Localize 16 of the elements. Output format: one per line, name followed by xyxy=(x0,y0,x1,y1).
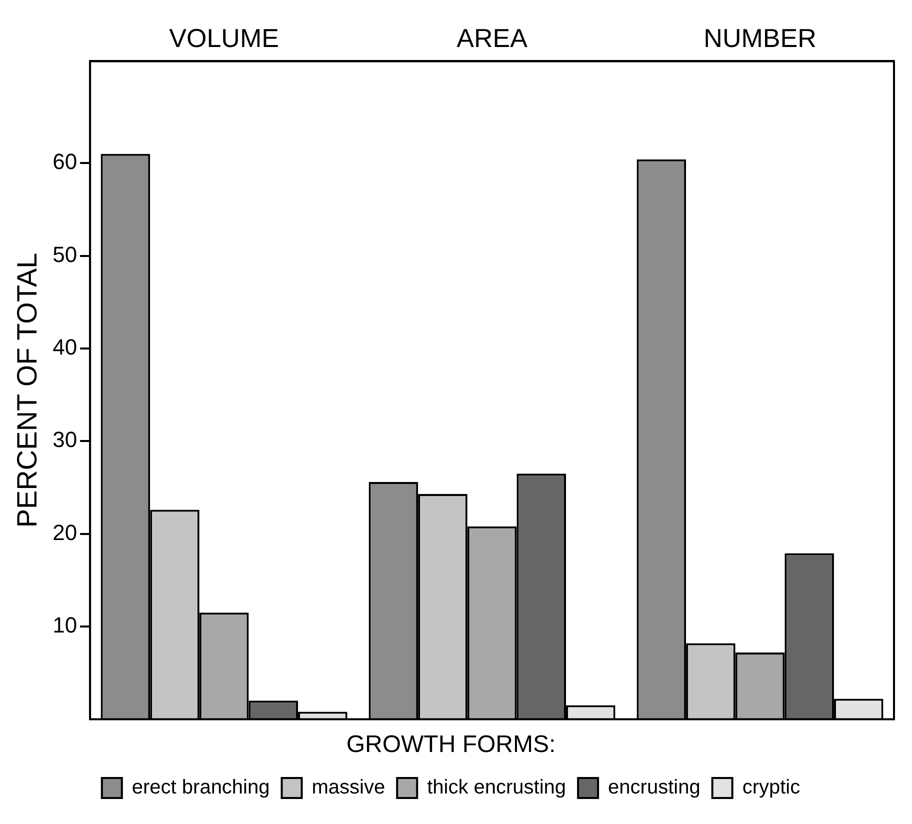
y-tick-label: 40 xyxy=(52,334,78,360)
y-axis-title: PERCENT OF TOTAL xyxy=(12,252,43,528)
y-tick-label: 20 xyxy=(52,520,78,545)
legend-label: encrusting xyxy=(608,776,700,799)
y-tick-label: 50 xyxy=(52,242,78,267)
legend-label: erect branching xyxy=(132,776,270,799)
y-tick-label: 60 xyxy=(52,149,78,174)
legend-label: massive xyxy=(312,776,386,799)
x-tick-label: VOLUME xyxy=(169,22,279,53)
x-tick-label: NUMBER xyxy=(704,22,816,53)
y-tick-label: 10 xyxy=(52,612,78,638)
x-tick-label: AREA xyxy=(456,22,528,53)
legend-label: thick encrusting xyxy=(427,776,566,799)
legend-title: GROWTH FORMS: xyxy=(346,730,556,758)
y-tick-label: 30 xyxy=(52,427,78,452)
legend-label: cryptic xyxy=(742,776,800,799)
